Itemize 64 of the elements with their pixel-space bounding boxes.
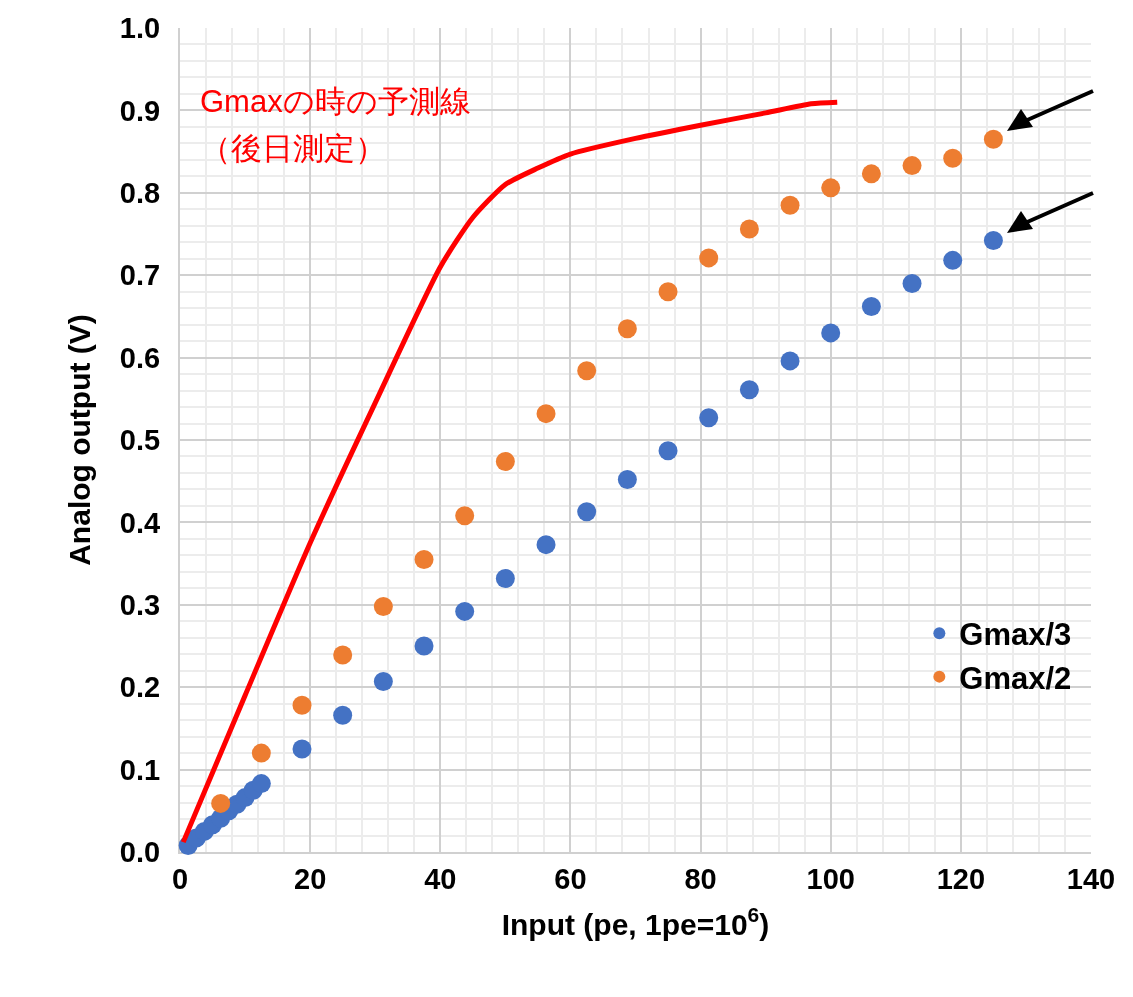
y-tick-label: 0.2 [119,671,161,704]
y-tick-label: 0.7 [119,259,161,292]
y-tick-label: 0.5 [119,424,161,457]
point [821,178,841,198]
x-tick-label: 100 [806,862,855,895]
point [943,250,963,270]
point [617,470,637,490]
point [983,129,1003,149]
y-tick-label: 1.0 [119,12,161,45]
x-tick-label: 60 [554,862,587,895]
point [251,774,271,794]
point [699,248,719,268]
point [902,156,922,176]
point [739,380,759,400]
point [861,297,881,316]
y-tick-label: 0.4 [119,506,161,539]
point [373,671,393,691]
x-tick-label: 120 [936,862,986,895]
y-tick-label: 0.9 [119,94,161,127]
point [292,739,312,759]
point [536,404,556,424]
point [333,645,353,665]
y-tick-label: 0.1 [119,753,161,786]
point [333,705,353,725]
x-tick-label: 40 [424,862,457,895]
point [577,361,597,381]
legend-label: Gmax/3 [959,617,1072,653]
point [536,535,556,555]
point [780,351,800,371]
point [211,793,231,813]
point [414,549,434,569]
point [983,231,1003,251]
point [414,636,434,656]
point [577,502,597,522]
point [821,323,841,343]
point [780,195,800,215]
x-tick-label: 0 [171,862,189,895]
y-tick-label: 0.0 [119,836,161,869]
y-tick-label: 0.6 [119,341,161,374]
y-tick-label: 0.3 [119,588,161,621]
x-tick-label: 20 [294,862,327,895]
point [373,596,393,616]
x-tick-label: 140 [1066,862,1116,895]
point [943,148,963,168]
point [495,451,515,471]
annotation: Gmaxの時の予測線 [200,84,471,119]
point [739,219,759,239]
point [455,601,475,621]
point [699,408,719,428]
point [861,164,881,184]
x-axis-title: Input (pe, 1pe=10$^{6}$) [501,903,770,941]
point [658,441,678,461]
point [455,506,475,526]
point [251,743,271,763]
y-axis-title: Analog output (V) [63,314,97,566]
annotation: （後日測定） [200,131,386,166]
point [292,695,312,715]
legend-label: Gmax/2 [959,660,1072,696]
x-tick-label: 80 [684,862,717,895]
point [658,282,678,302]
point [617,319,637,339]
point [495,568,515,588]
y-tick-label: 0.8 [119,176,161,209]
point [902,273,922,293]
